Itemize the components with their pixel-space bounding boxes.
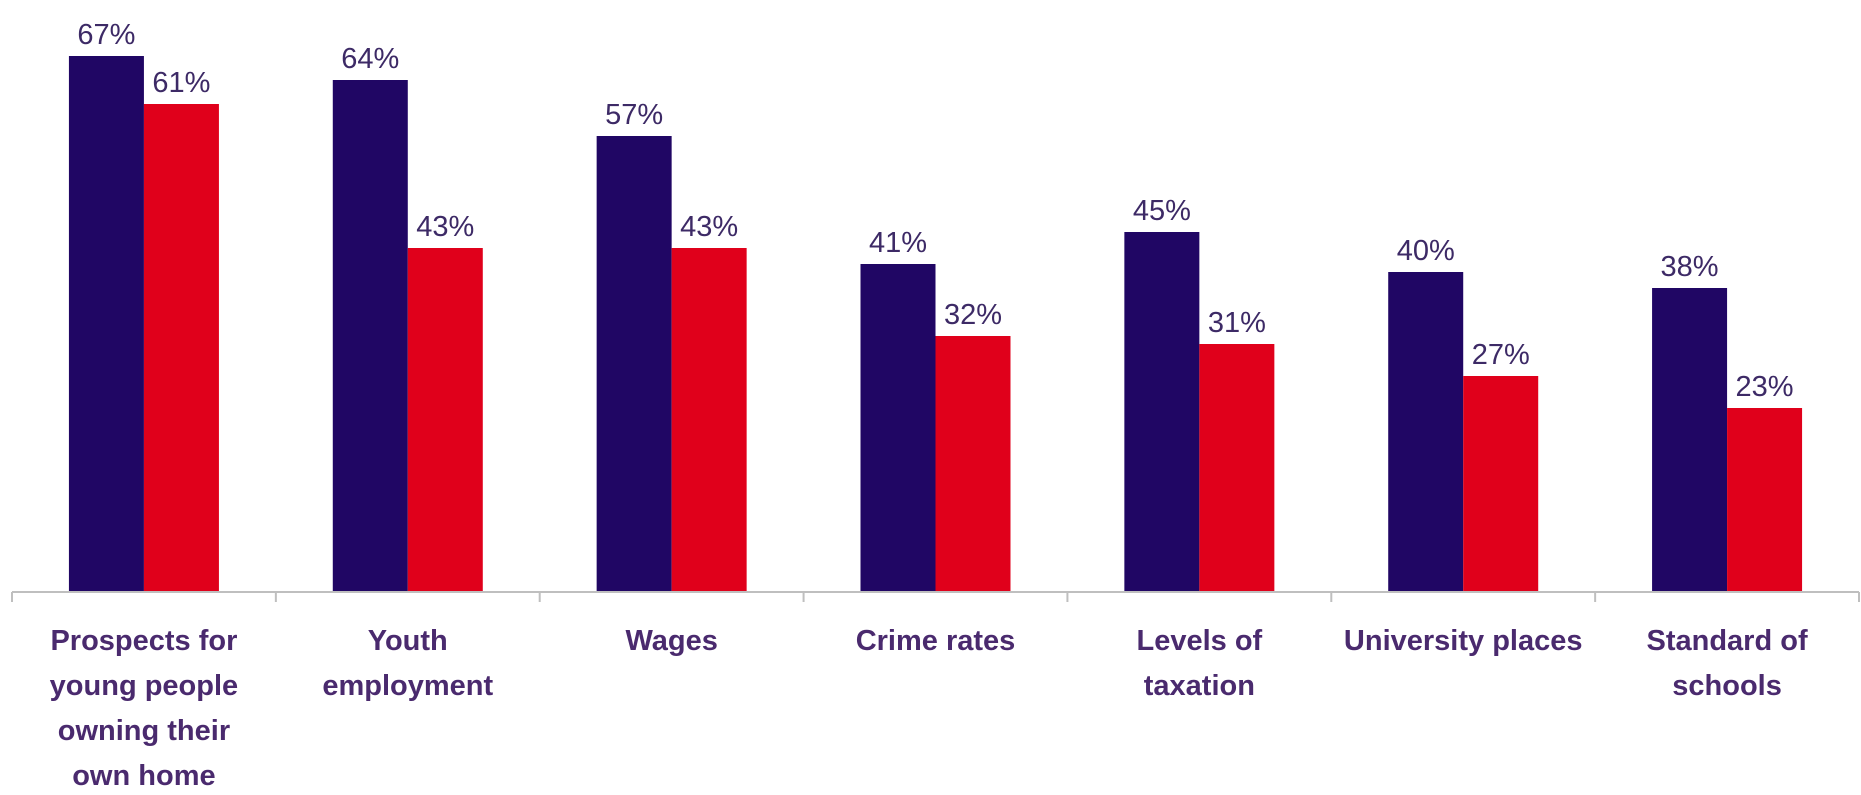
value-label: 27% [1472, 339, 1530, 371]
value-label: 23% [1736, 371, 1794, 403]
bar-series-1-1 [332, 80, 408, 592]
category-labels: Prospects for young people owning their own… [50, 625, 1808, 792]
bar-series-1-0 [68, 56, 144, 592]
bar-series-2-5 [1463, 376, 1539, 592]
category-label: schools [1672, 670, 1782, 702]
category-label: Standard of [1647, 625, 1808, 657]
value-label: 64% [341, 43, 399, 75]
bar-series-1-6 [1652, 288, 1728, 592]
value-label: 61% [152, 67, 210, 99]
x-axis [11, 591, 1860, 602]
bar-series-2-0 [143, 104, 219, 592]
value-label: 31% [1208, 307, 1266, 339]
bars-layer [68, 56, 1803, 592]
value-label: 43% [416, 211, 474, 243]
bar-series-2-4 [1199, 344, 1275, 592]
category-label: taxation [1144, 670, 1255, 702]
category-label: University places [1344, 625, 1583, 657]
category-label: Prospects for [50, 625, 237, 657]
category-label: Wages [625, 625, 717, 657]
bar-series-1-5 [1388, 272, 1464, 592]
category-label: employment [322, 670, 493, 702]
category-label: young people [50, 670, 239, 702]
bar-series-2-2 [671, 248, 747, 592]
value-label: 41% [869, 227, 927, 259]
category-label: Crime rates [856, 625, 1016, 657]
category-label: own home [72, 760, 215, 790]
bar-series-1-4 [1124, 232, 1200, 592]
value-label: 38% [1661, 251, 1719, 283]
bar-series-2-3 [935, 336, 1011, 592]
bar-series-1-3 [860, 264, 936, 592]
value-label: 45% [1133, 195, 1191, 227]
value-label: 32% [944, 299, 1002, 331]
category-label: Youth [368, 625, 448, 657]
bar-series-1-2 [596, 136, 672, 592]
bar-series-2-1 [407, 248, 483, 592]
category-label: owning their [58, 715, 230, 747]
value-label: 40% [1397, 235, 1455, 267]
bar-series-2-6 [1727, 408, 1803, 592]
category-label: Levels of [1136, 625, 1262, 657]
value-label: 67% [77, 19, 135, 51]
value-labels: 67% 61% 64% 43% 57% 43% 41% 32% 45% 31% 40% 27% 38% 2… [77, 19, 1793, 403]
value-label: 43% [680, 211, 738, 243]
value-label: 57% [605, 99, 663, 131]
